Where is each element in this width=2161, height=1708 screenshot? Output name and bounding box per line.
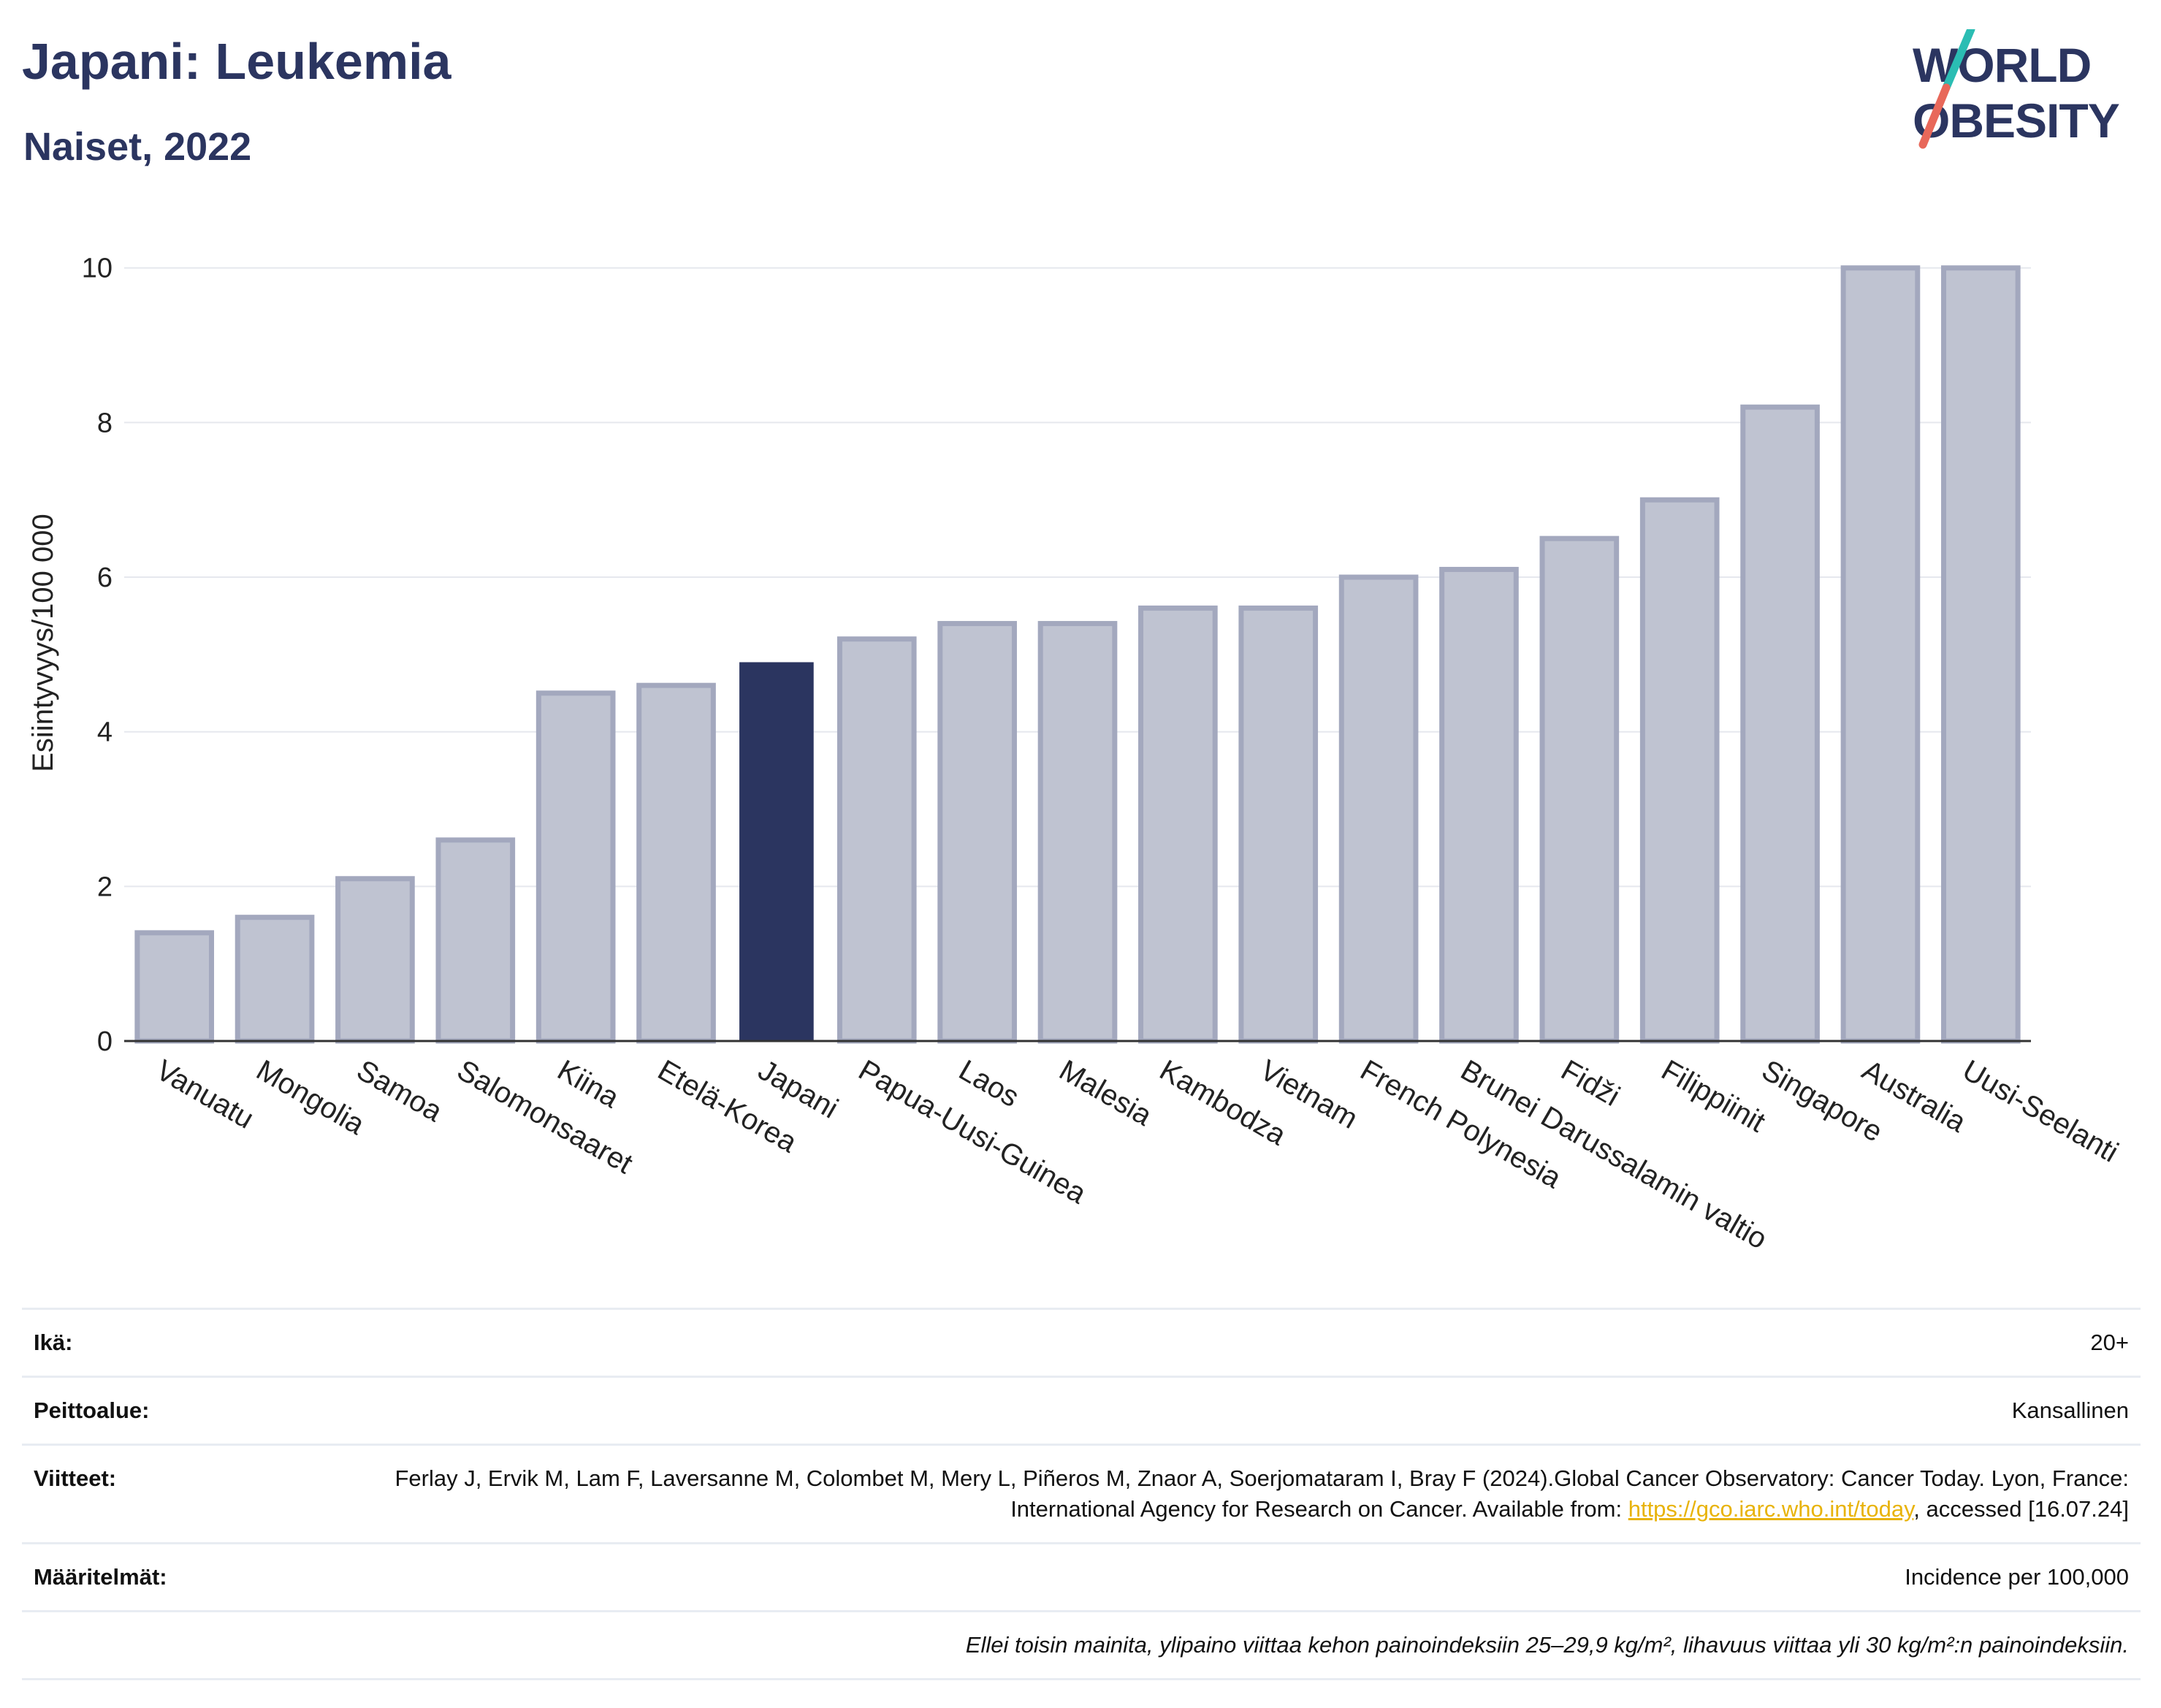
meta-row-references: Viitteet: Ferlay J, Ervik M, Lam F, Lave… <box>22 1444 2141 1542</box>
y-tick-label: 2 <box>97 872 113 902</box>
bar-16 <box>1740 404 1820 1044</box>
page-subtitle: Naiset, 2022 <box>23 125 252 169</box>
bar-7 <box>836 636 917 1044</box>
x-tick-label: Uusi-Seelanti <box>1957 1054 2124 1169</box>
metadata-table: Ikä: 20+ Peittoalue: Kansallinen Viittee… <box>22 1308 2141 1680</box>
age-value: 20+ <box>2090 1330 2129 1355</box>
y-tick-label: 0 <box>97 1026 113 1057</box>
bar-11 <box>1238 605 1319 1044</box>
coverage-label: Peittoalue: <box>34 1398 150 1423</box>
y-tick-label: 4 <box>97 717 113 748</box>
bar-1 <box>235 915 315 1044</box>
references-text: Ferlay J, Ervik M, Lam F, Laversanne M, … <box>395 1465 2129 1522</box>
bar-4 <box>536 690 616 1044</box>
references-label: Viitteet: <box>34 1465 117 1491</box>
bar-5 <box>636 682 716 1044</box>
coverage-value: Kansallinen <box>2011 1398 2129 1423</box>
y-axis-label: Esiintyvyys/100 000 <box>27 514 59 772</box>
bar-17 <box>1840 265 1921 1044</box>
x-tick-label: Salomonsaaret <box>451 1054 638 1181</box>
meta-row-age: Ikä: 20+ <box>22 1308 2141 1376</box>
world-obesity-logo: WORLD OBESITY <box>1913 29 2120 149</box>
logo-line2: OBESITY <box>1913 94 2119 148</box>
references-link[interactable]: https://gco.iarc.who.int/today <box>1628 1496 1914 1522</box>
bar-14 <box>1539 535 1620 1044</box>
y-tick-label: 6 <box>97 563 113 593</box>
bar-13 <box>1439 566 1519 1044</box>
bar-10 <box>1138 605 1218 1044</box>
bar-18 <box>1940 265 2021 1044</box>
logo-line1: WORLD <box>1913 38 2091 92</box>
meta-row-note: Ellei toisin mainita, ylipaino viittaa k… <box>22 1610 2141 1680</box>
bar-chart: 0 2 4 6 8 10 Esiintyvyys/100 000 VanuatuMongoli… <box>27 253 2124 1256</box>
bar-15 <box>1639 497 1720 1044</box>
age-label: Ikä: <box>34 1330 73 1355</box>
x-tick-label: Fidži <box>1555 1054 1625 1113</box>
x-tick-label: Malesia <box>1054 1054 1158 1132</box>
bar-2 <box>335 876 415 1044</box>
page-title: Japani: Leukemia <box>22 33 451 90</box>
bar-12 <box>1338 574 1419 1044</box>
y-tick-label: 10 <box>82 253 113 284</box>
y-tick-label: 8 <box>97 408 113 438</box>
footnote: Ellei toisin mainita, ylipaino viittaa k… <box>965 1632 2129 1658</box>
x-tick-label: Filippiinit <box>1656 1054 1771 1139</box>
x-tick-label: Laos <box>953 1054 1024 1113</box>
bar-6 <box>739 662 814 1041</box>
x-tick-label: Vanuatu <box>150 1054 259 1135</box>
meta-row-coverage: Peittoalue: Kansallinen <box>22 1376 2141 1444</box>
definitions-label: Määritelmät: <box>34 1564 167 1590</box>
bar-9 <box>1037 621 1118 1044</box>
x-tick-label: Mongolia <box>251 1054 370 1142</box>
references-value: Ferlay J, Ervik M, Lam F, Laversanne M, … <box>376 1463 2129 1525</box>
references-suffix: , accessed [16.07.24] <box>1913 1496 2129 1522</box>
x-tick-label: Kiina <box>552 1054 625 1115</box>
meta-row-definitions: Määritelmät: Incidence per 100,000 <box>22 1542 2141 1610</box>
bar-8 <box>937 621 1017 1044</box>
bar-0 <box>134 930 215 1044</box>
definitions-value: Incidence per 100,000 <box>1905 1564 2129 1590</box>
bar-3 <box>435 837 516 1044</box>
